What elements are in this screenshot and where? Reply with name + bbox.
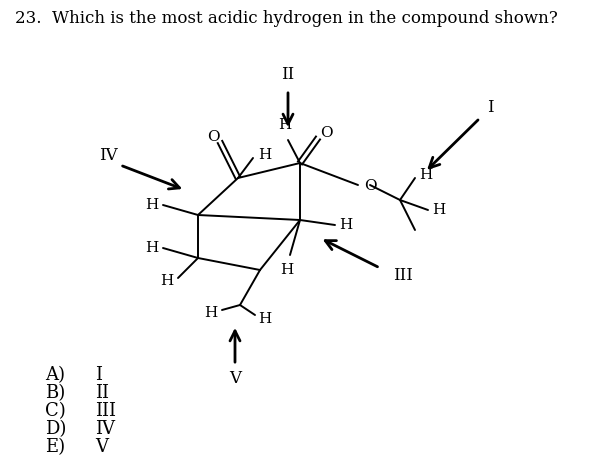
Text: O: O	[206, 130, 220, 144]
Text: O: O	[364, 179, 377, 193]
Text: H: H	[419, 168, 432, 182]
Text: H: H	[432, 203, 445, 217]
Text: H: H	[258, 148, 271, 162]
Text: II: II	[281, 66, 295, 84]
Text: B): B)	[45, 384, 65, 402]
Text: V: V	[95, 438, 108, 456]
Text: III: III	[393, 266, 413, 284]
Text: H: H	[204, 306, 217, 320]
Text: A): A)	[45, 366, 65, 384]
Text: H: H	[278, 118, 292, 132]
Text: IV: IV	[95, 420, 115, 438]
Text: IV: IV	[98, 146, 118, 164]
Text: O: O	[320, 126, 332, 140]
Text: C): C)	[45, 402, 66, 420]
Text: I: I	[487, 100, 493, 117]
Text: D): D)	[45, 420, 67, 438]
Text: H: H	[145, 241, 158, 255]
Text: II: II	[95, 384, 109, 402]
Text: H: H	[280, 263, 293, 277]
Text: 23.  Which is the most acidic hydrogen in the compound shown?: 23. Which is the most acidic hydrogen in…	[15, 10, 558, 27]
Text: H: H	[258, 312, 271, 326]
Text: H: H	[339, 218, 352, 232]
Text: H: H	[160, 274, 173, 288]
Text: H: H	[145, 198, 158, 212]
Text: V: V	[229, 370, 241, 386]
Text: III: III	[95, 402, 116, 420]
Text: I: I	[95, 366, 102, 384]
Text: E): E)	[45, 438, 65, 456]
